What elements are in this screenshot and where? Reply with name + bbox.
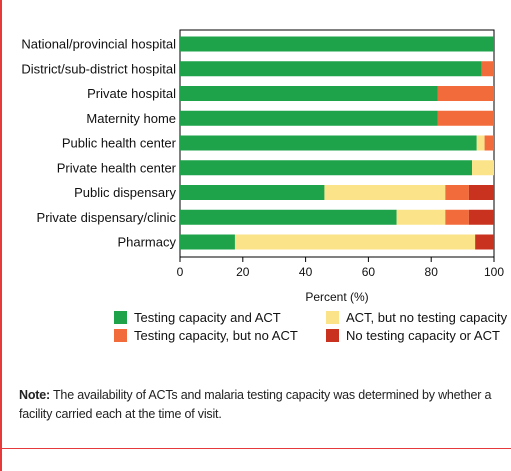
legend-label: No testing capacity or ACT xyxy=(346,328,500,343)
left-accent-line xyxy=(0,0,2,471)
category-label: Maternity home xyxy=(86,111,176,126)
chart-legend: Testing capacity and ACT ACT, but no test… xyxy=(114,310,511,346)
bar-segment xyxy=(180,234,235,250)
bar-segment xyxy=(472,160,494,176)
note-label: Note: xyxy=(19,388,50,402)
bar-segment xyxy=(445,185,469,200)
legend-swatch xyxy=(326,311,339,324)
bar-segment xyxy=(396,209,446,225)
bar-segment xyxy=(180,86,438,101)
bar-segment xyxy=(180,209,397,225)
legend-label: ACT, but no testing capacity xyxy=(346,310,508,325)
bar-segment xyxy=(180,135,477,151)
bar-segment xyxy=(484,135,494,151)
x-tick-label: 20 xyxy=(236,265,250,279)
x-tick-label: 100 xyxy=(484,265,504,279)
bar-segment xyxy=(234,234,476,250)
stacked-bar-chart: National/provincial hospital District/sub… xyxy=(21,29,504,304)
category-label: Pharmacy xyxy=(117,235,176,250)
bar-segment xyxy=(180,160,473,176)
bar-segment xyxy=(437,86,494,101)
x-tick-label: 0 xyxy=(177,265,184,279)
bar-segment xyxy=(475,234,494,250)
category-label: Public health center xyxy=(62,136,177,151)
legend-swatch xyxy=(114,329,127,342)
category-label: Private hospital xyxy=(87,86,176,101)
bar-segment xyxy=(180,36,494,52)
legend-label: Testing capacity, but no ACT xyxy=(134,328,298,343)
bar-segment xyxy=(437,110,494,126)
x-axis-title: Percent (%) xyxy=(305,290,368,304)
legend-item: Testing capacity, but no ACT xyxy=(114,328,298,343)
note-text: The availability of ACTs and malaria tes… xyxy=(19,388,492,421)
bar-segment xyxy=(468,209,494,225)
x-tick-label: 60 xyxy=(362,265,376,279)
legend-label: Testing capacity and ACT xyxy=(134,310,281,325)
bar-segment xyxy=(180,110,438,126)
bar-segment xyxy=(445,209,469,225)
bottom-divider-line xyxy=(0,448,511,449)
bar-segment xyxy=(324,185,446,200)
bar-segment xyxy=(476,135,485,151)
bar-segment xyxy=(468,185,494,200)
bar-segment xyxy=(180,61,482,77)
legend-swatch xyxy=(326,329,339,342)
legend-item: Testing capacity and ACT xyxy=(114,310,281,325)
category-label: National/provincial hospital xyxy=(21,37,176,52)
category-label: District/sub-district hospital xyxy=(21,61,176,76)
chart-note: Note: The availability of ACTs and malar… xyxy=(19,386,499,424)
bar-segment xyxy=(180,185,325,200)
x-tick-label: 40 xyxy=(299,265,313,279)
legend-item: ACT, but no testing capacity xyxy=(326,310,507,325)
x-tick-label: 80 xyxy=(425,265,439,279)
bar-segment xyxy=(481,61,494,77)
category-label: Private dispensary/clinic xyxy=(37,210,177,225)
category-label: Private health center xyxy=(57,160,177,175)
legend-item: No testing capacity or ACT xyxy=(326,328,500,343)
legend-swatch xyxy=(114,311,127,324)
category-label: Public dispensary xyxy=(74,185,176,200)
